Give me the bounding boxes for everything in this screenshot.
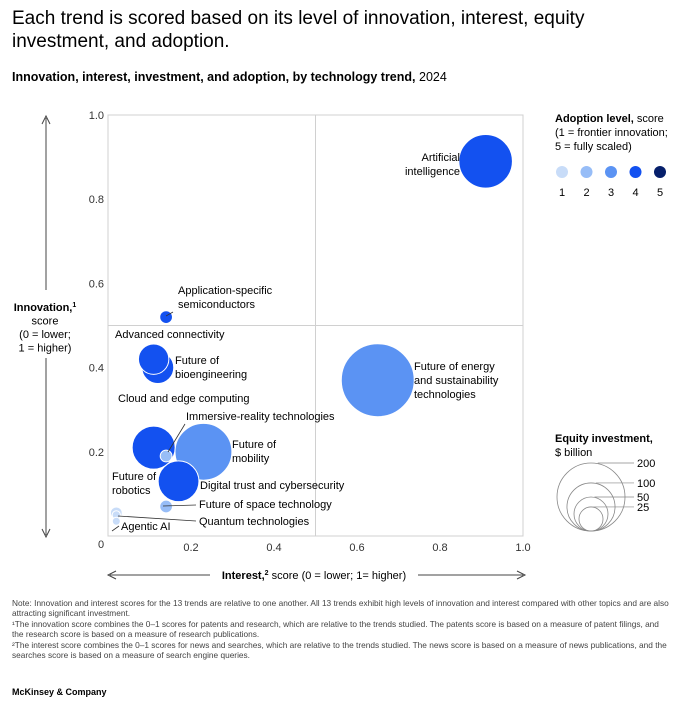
adoption-legend-level: 5: [657, 187, 663, 199]
point-label: Advanced connectivity: [115, 329, 225, 341]
note-interest: ²The interest score combines the 0–1 sco…: [12, 640, 667, 660]
point-label: Future of: [175, 355, 220, 367]
origin-label: 0: [98, 539, 104, 551]
bubble-future-of-space-technology: [159, 499, 173, 514]
x-arrow-head-left: [106, 570, 117, 580]
leader-line: [162, 504, 197, 507]
note-innovation: ¹The innovation score combines the 0–1 s…: [12, 619, 659, 639]
bubble-digital-trust-and-cybersecurity: [157, 460, 200, 503]
y-axis-label: Innovation,1: [14, 302, 77, 314]
point-label: intelligence: [405, 166, 460, 178]
investment-legend-label: 25: [637, 502, 649, 514]
adoption-legend-note: (1 = frontier innovation;: [555, 127, 668, 139]
point-label: semiconductors: [178, 299, 256, 311]
y-axis-label-line: (0 = lower;: [19, 329, 71, 341]
point-label: Artificial: [421, 152, 460, 164]
investment-legend-label: 100: [637, 478, 655, 490]
subtitle-bold: Innovation, interest, investment, and ad…: [12, 70, 416, 84]
bubble-artificial-intelligence: [458, 134, 513, 189]
leader-line: [167, 423, 186, 453]
adoption-legend-swatch: [556, 166, 568, 178]
leader-line: [111, 525, 120, 532]
point-label: Cloud and edge computing: [118, 393, 249, 405]
bubble-application-specific-semiconductors: [159, 310, 173, 324]
point-label: technologies: [414, 389, 476, 401]
x-tick-label: 0.6: [349, 542, 364, 554]
note-general: Note: Innovation and interest scores for…: [12, 598, 669, 618]
point-label: Digital trust and cybersecurity: [200, 480, 345, 492]
chart-title: Each trend is scored based on its level …: [12, 8, 585, 52]
chart-subtitle: Innovation, interest, investment, and ad…: [12, 70, 447, 84]
point-label: and sustainability: [414, 375, 499, 387]
y-axis-label-line: score: [32, 316, 59, 328]
adoption-legend-level: 1: [559, 187, 565, 199]
adoption-legend-level: 2: [583, 187, 589, 199]
adoption-legend-title: Adoption level, score: [555, 113, 664, 125]
point-label: Future of: [232, 439, 277, 451]
leader-line: [165, 311, 174, 317]
point-label: Future of: [112, 471, 157, 483]
point-label: Future of space technology: [199, 499, 332, 511]
bubble-advanced-connectivity: [137, 343, 170, 375]
adoption-legend-swatch: [580, 166, 593, 178]
y-tick-label: 0.8: [89, 194, 104, 206]
adoption-legend-note: 5 = fully scaled): [555, 141, 632, 153]
subtitle-year: 2024: [419, 70, 447, 84]
footnotes: Note: Innovation and interest scores for…: [12, 598, 672, 661]
adoption-legend-level: 3: [608, 187, 614, 199]
bubble-cloud-and-edge-computing: [131, 425, 176, 470]
y-tick-label: 0.4: [89, 363, 104, 375]
x-axis-label: Interest,2 score (0 = lower; 1= higher): [222, 570, 406, 582]
adoption-legend-swatch: [654, 166, 666, 178]
point-label: mobility: [232, 453, 270, 465]
brand-logo-text: McKinsey & Company: [12, 687, 107, 697]
x-arrow-head-right: [516, 570, 527, 580]
y-tick-label: 1.0: [89, 110, 104, 122]
x-tick-label: 0.2: [183, 542, 198, 554]
investment-legend-label: 50: [637, 492, 649, 504]
adoption-legend-swatch: [629, 166, 642, 178]
x-tick-label: 0.8: [432, 542, 447, 554]
point-label: Future of energy: [414, 361, 495, 373]
bubble-chart: 0.2 0.4 0.6 0.8 1.0 0 0.2 0.4 0.6 0.8 1.0 Interest,…: [14, 110, 668, 582]
adoption-legend-swatch: [605, 166, 617, 178]
y-axis-label-line: 1 = higher): [19, 343, 72, 355]
investment-legend-circle: [578, 506, 604, 532]
investment-legend-circle: [573, 496, 609, 532]
leader-line: [117, 515, 197, 522]
bubble-future-of-energy-and-sustainability-technologies: [340, 343, 415, 418]
x-tick-label: 1.0: [515, 542, 530, 554]
bubble-immersive-reality-technologies: [159, 449, 173, 463]
y-arrow-head-top: [41, 114, 51, 125]
y-tick-label: 0.6: [89, 278, 104, 290]
investment-legend-label: 200: [637, 458, 655, 470]
investment-legend-title: Equity investment,: [555, 433, 653, 445]
x-tick-label: 0.4: [266, 542, 281, 554]
point-label: robotics: [112, 485, 151, 497]
y-arrow-head-bottom: [41, 528, 51, 539]
investment-legend-unit: $ billion: [555, 447, 592, 459]
bubble-agentic-ai: [111, 516, 121, 526]
point-label: bioengineering: [175, 369, 247, 381]
y-tick-label: 0.2: [89, 447, 104, 459]
adoption-legend-level: 4: [632, 187, 638, 199]
point-label: Immersive-reality technologies: [186, 411, 335, 423]
point-label: Application-specific: [178, 285, 273, 297]
point-label: Agentic AI: [121, 521, 171, 533]
point-label: Quantum technologies: [199, 516, 310, 528]
